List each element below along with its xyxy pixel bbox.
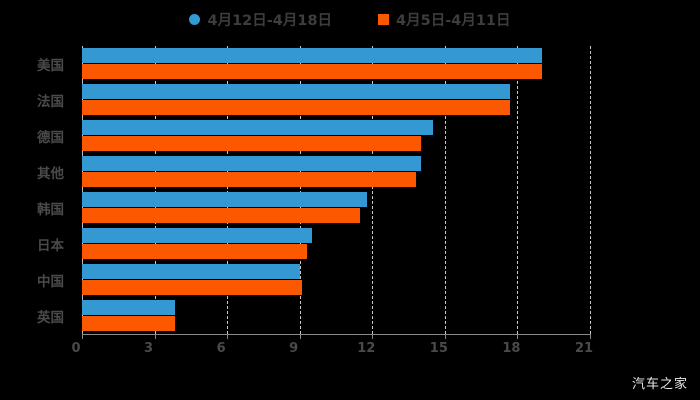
bar[interactable] [82, 84, 511, 99]
bar[interactable] [82, 64, 542, 79]
x-axis-tick-label: 12 [357, 341, 376, 356]
legend-entry-series-2[interactable]: 4月5日-4月11日 [378, 9, 511, 30]
bar[interactable] [82, 136, 421, 151]
y-axis-tick-label: 德国 [37, 130, 64, 146]
x-axis-line [82, 334, 591, 335]
bar[interactable] [82, 100, 511, 115]
bar-series-container [82, 46, 590, 334]
y-axis-tick-label: 英国 [37, 310, 64, 326]
bar[interactable] [82, 48, 542, 63]
legend-marker-circle-icon [189, 13, 201, 25]
legend-marker-square-icon [378, 13, 390, 25]
bar-group [82, 120, 590, 152]
bar[interactable] [82, 192, 368, 207]
bar-group [82, 228, 590, 260]
x-axis-tick-mark [372, 334, 374, 339]
bar-group [82, 156, 590, 188]
bar-group [82, 264, 590, 296]
x-axis-tick-mark [444, 334, 446, 339]
bar[interactable] [82, 316, 176, 331]
y-axis-tick-label: 日本 [37, 238, 64, 254]
x-axis-tick-label: 21 [574, 341, 594, 356]
bar[interactable] [82, 172, 416, 187]
y-axis-tick-label: 美国 [37, 58, 64, 74]
x-axis-tick-label: 9 [289, 341, 299, 356]
bar[interactable] [82, 264, 300, 279]
bar-group [82, 300, 590, 332]
x-axis-tick-mark [299, 334, 301, 339]
bar-group [82, 192, 590, 224]
y-axis-tick-label: 中国 [37, 274, 64, 290]
gridline-21 [590, 46, 592, 334]
plot-area [82, 46, 592, 334]
bar[interactable] [82, 156, 421, 171]
bar-group [82, 84, 590, 116]
x-axis-tick-mark [227, 334, 229, 339]
bar[interactable] [82, 208, 361, 223]
x-axis-tick-mark [82, 334, 83, 339]
y-axis-tick-label: 其他 [37, 166, 64, 182]
chart-legend: 4月12日-4月18日 4月5日-4月11日 [0, 6, 700, 32]
bar[interactable] [82, 228, 312, 243]
x-axis-tick-label: 6 [216, 341, 226, 356]
bar[interactable] [82, 280, 303, 295]
y-axis-tick-label: 法国 [37, 94, 64, 110]
x-axis-tick-label: 3 [144, 341, 154, 356]
legend-label-series-2: 4月5日-4月11日 [396, 12, 511, 29]
bar-group [82, 48, 590, 80]
bar[interactable] [82, 300, 176, 315]
x-axis-tick-label: 15 [429, 341, 448, 356]
y-axis-tick-label: 韩国 [37, 202, 64, 218]
legend-entry-series-1[interactable]: 4月12日-4月18日 [189, 9, 332, 30]
watermark: 汽车之家 [631, 377, 688, 392]
x-axis: 0 3 6 9 12 15 18 21 [0, 334, 700, 364]
x-axis-tick-label: 18 [502, 341, 521, 356]
x-axis-tick-mark [154, 334, 156, 339]
x-axis-tick-mark [590, 334, 591, 339]
y-axis: 美国法国德国其他韩国日本中国英国 [0, 46, 74, 334]
x-axis-tick-label: 0 [71, 341, 81, 356]
bar[interactable] [82, 244, 307, 259]
legend-label-series-1: 4月12日-4月18日 [207, 12, 333, 29]
bar[interactable] [82, 120, 433, 135]
x-axis-tick-mark [517, 334, 519, 339]
